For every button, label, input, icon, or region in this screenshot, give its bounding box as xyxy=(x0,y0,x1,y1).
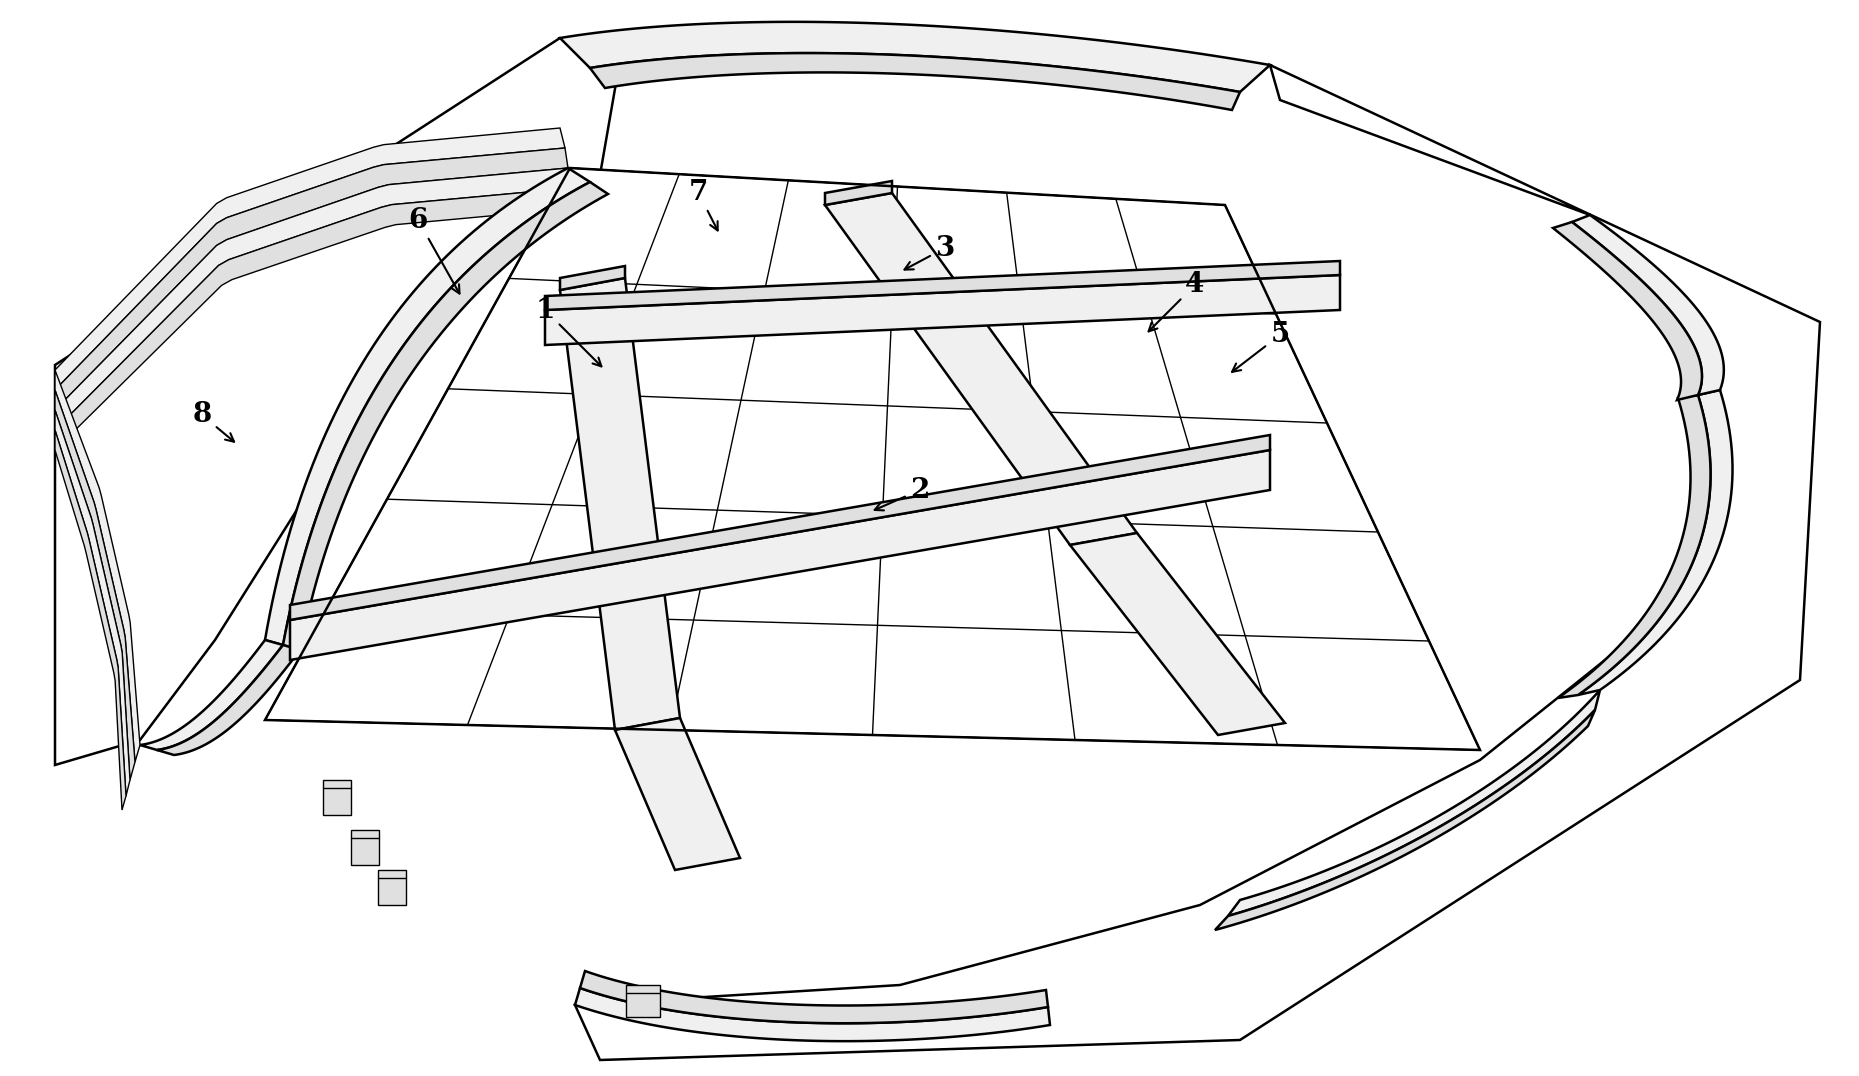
Polygon shape xyxy=(266,168,589,645)
Polygon shape xyxy=(377,870,405,905)
Polygon shape xyxy=(1558,395,1710,698)
Polygon shape xyxy=(560,22,1270,93)
Polygon shape xyxy=(139,640,283,750)
Polygon shape xyxy=(1578,390,1733,695)
Text: 3: 3 xyxy=(905,235,956,270)
Text: 4: 4 xyxy=(1149,271,1205,331)
Polygon shape xyxy=(351,830,379,865)
Polygon shape xyxy=(290,435,1270,620)
Polygon shape xyxy=(266,168,1480,750)
Polygon shape xyxy=(56,410,130,796)
Polygon shape xyxy=(56,168,573,430)
Polygon shape xyxy=(56,430,126,810)
Polygon shape xyxy=(1573,215,1723,395)
Polygon shape xyxy=(560,278,680,730)
Polygon shape xyxy=(825,181,892,206)
Polygon shape xyxy=(574,65,1820,1060)
Polygon shape xyxy=(56,38,621,765)
Polygon shape xyxy=(1071,533,1285,735)
Polygon shape xyxy=(56,188,576,450)
Polygon shape xyxy=(545,261,1340,310)
Polygon shape xyxy=(1552,222,1703,400)
Polygon shape xyxy=(283,182,608,650)
Polygon shape xyxy=(56,390,136,780)
Text: 7: 7 xyxy=(688,179,718,230)
Polygon shape xyxy=(56,148,569,410)
Polygon shape xyxy=(574,988,1050,1042)
Polygon shape xyxy=(626,985,660,1017)
Polygon shape xyxy=(1229,690,1601,916)
Polygon shape xyxy=(1216,710,1595,930)
Polygon shape xyxy=(589,53,1240,110)
Polygon shape xyxy=(580,971,1048,1023)
Polygon shape xyxy=(560,266,625,291)
Text: 6: 6 xyxy=(409,207,459,294)
Polygon shape xyxy=(56,370,139,762)
Text: 2: 2 xyxy=(876,477,930,510)
Polygon shape xyxy=(323,780,351,815)
Polygon shape xyxy=(825,193,1138,546)
Polygon shape xyxy=(156,645,299,755)
Polygon shape xyxy=(56,128,565,390)
Polygon shape xyxy=(545,275,1340,345)
Polygon shape xyxy=(615,718,740,870)
Polygon shape xyxy=(290,450,1270,660)
Text: 8: 8 xyxy=(191,401,234,442)
Text: 5: 5 xyxy=(1233,322,1290,372)
Text: 1: 1 xyxy=(535,297,600,367)
